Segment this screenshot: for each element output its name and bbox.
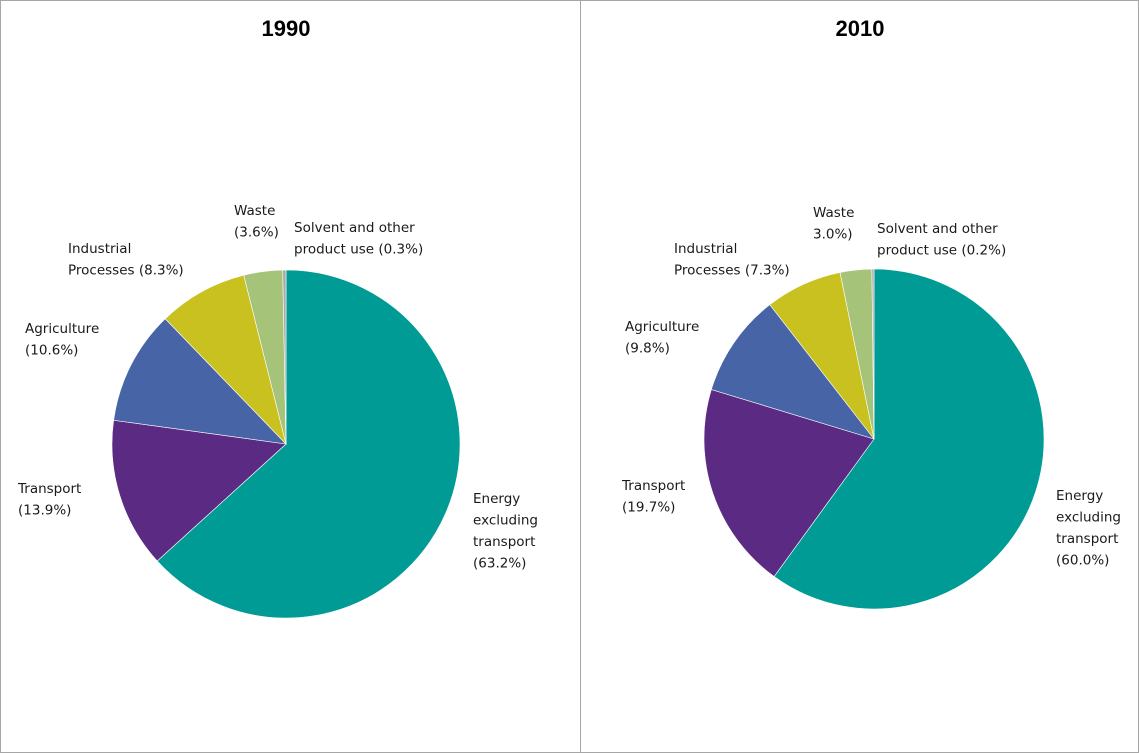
- slice-label-line: (9.8%): [625, 341, 670, 357]
- slice-label-line: Transport: [17, 481, 81, 497]
- slice-label-line: (13.9%): [18, 503, 71, 519]
- slice-label-line: (10.6%): [25, 343, 78, 359]
- pie-labels-1990: Energy excluding transport (63.2%) Transport…: [17, 203, 538, 572]
- pie-1990: [111, 269, 461, 619]
- pie-slice-energy-1990: [156, 269, 461, 619]
- slice-label-line: transport: [473, 534, 535, 550]
- slice-label-line: (63.2%): [473, 556, 526, 572]
- slice-label-line: (60.0%): [1056, 553, 1109, 569]
- slice-label-waste-1990: Waste (3.6%): [234, 203, 279, 241]
- slice-label-solvent-1990: Solvent and other product use (0.3%): [294, 220, 423, 258]
- slice-label-line: excluding: [473, 513, 538, 529]
- pie-slice-energy-2010: [773, 268, 1045, 610]
- pie-slice-agriculture-2010: [710, 304, 875, 440]
- slice-label-industrial-processes-2010: Industrial Processes (7.3%): [674, 241, 790, 279]
- slice-label-line: excluding: [1056, 510, 1121, 526]
- slice-label-solvent-2010: Solvent and other product use (0.2%): [877, 221, 1006, 259]
- pie-slice-agriculture-1990: [113, 318, 287, 445]
- slice-label-line: (3.6%): [234, 225, 279, 241]
- slice-label-line: Solvent and other: [294, 220, 415, 236]
- slice-label-line: product use (0.2%): [877, 243, 1006, 259]
- slice-label-energy-1990: Energy excluding transport (63.2%): [473, 491, 538, 572]
- chart-title-2010: 2010: [836, 16, 885, 41]
- slice-label-transport-2010: Transport (19.7%): [621, 478, 685, 516]
- pie-2010: [703, 268, 1045, 610]
- slice-label-waste-2010: Waste 3.0%): [813, 205, 854, 243]
- slice-label-line: Energy: [1056, 488, 1103, 504]
- pie-slice-solvent-1990: [282, 269, 287, 445]
- slice-label-line: Waste: [234, 203, 275, 219]
- slice-label-agriculture-2010: Agriculture (9.8%): [625, 319, 699, 357]
- slice-label-line: Solvent and other: [877, 221, 998, 237]
- slice-label-line: Industrial: [674, 241, 737, 257]
- slice-label-line: 3.0%): [813, 227, 853, 243]
- slice-label-line: (19.7%): [622, 500, 675, 516]
- slice-label-line: Waste: [813, 205, 854, 221]
- slice-label-line: Energy: [473, 491, 520, 507]
- slice-label-line: Industrial: [68, 241, 131, 257]
- slice-label-line: Processes (7.3%): [674, 263, 790, 279]
- slice-label-line: Processes (8.3%): [68, 263, 184, 279]
- slice-label-line: Transport: [621, 478, 685, 494]
- pie-slice-industrial-processes-1990: [164, 274, 287, 446]
- pie-slice-solvent-2010: [871, 268, 875, 440]
- slice-label-line: Agriculture: [25, 321, 99, 337]
- slice-label-energy-2010: Energy excluding transport (60.0%): [1056, 488, 1121, 569]
- slice-label-line: Agriculture: [625, 319, 699, 335]
- slice-label-industrial-processes-1990: Industrial Processes (8.3%): [68, 241, 184, 279]
- pie-slice-transport-1990: [111, 419, 287, 562]
- slice-label-line: product use (0.3%): [294, 242, 423, 258]
- chart-title-1990: 1990: [262, 16, 311, 41]
- slice-label-transport-1990: Transport (13.9%): [17, 481, 81, 519]
- slice-label-agriculture-1990: Agriculture (10.6%): [25, 321, 99, 359]
- pie-labels-2010: Energy excluding transport (60.0%) Transport…: [621, 205, 1121, 569]
- pie-slice-transport-2010: [703, 389, 875, 577]
- slice-label-line: transport: [1056, 531, 1118, 547]
